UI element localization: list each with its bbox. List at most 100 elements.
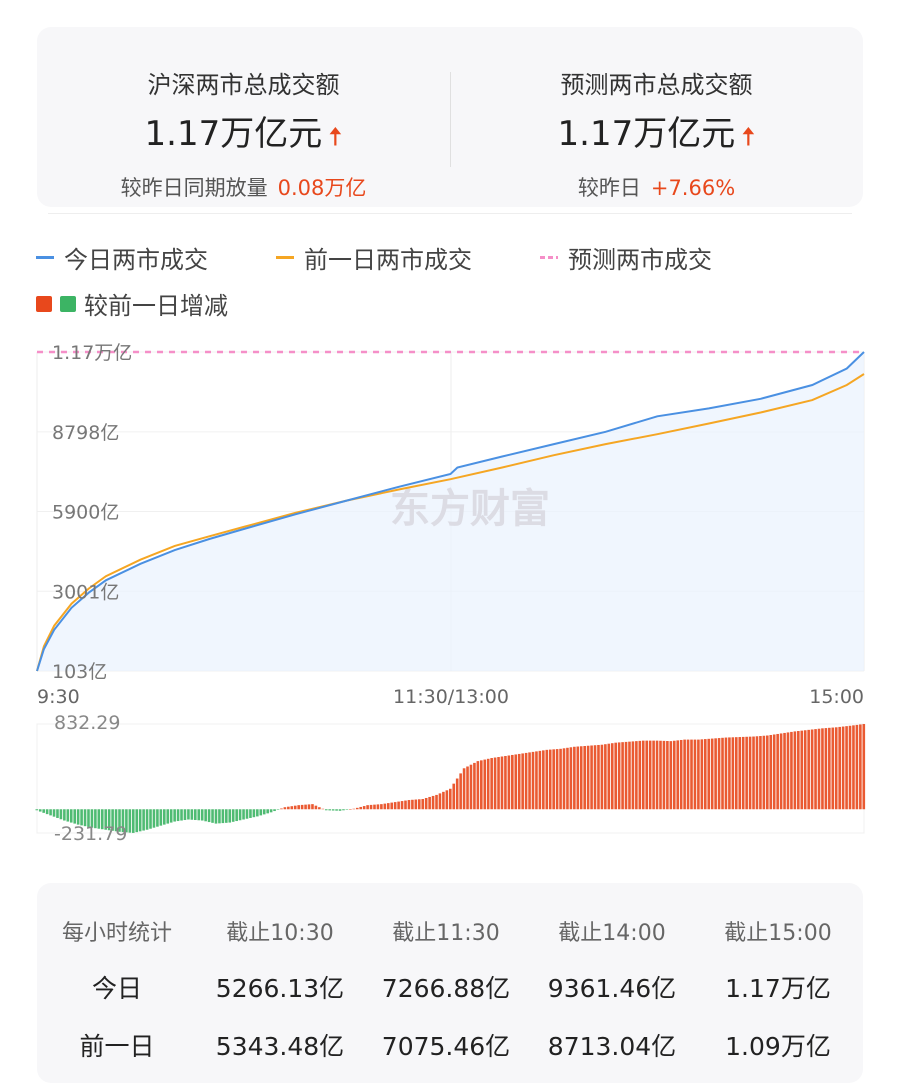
decrease-bar: [128, 809, 132, 833]
increase-bar: [414, 799, 418, 810]
total-value: 1.17万亿元: [144, 114, 323, 154]
decrease-bar: [100, 809, 104, 830]
increase-bar: [793, 731, 797, 810]
increase-bar: [755, 736, 759, 810]
increase-bar: [848, 725, 852, 810]
y-tick: 1.17万亿: [52, 342, 132, 364]
increase-bar: [638, 740, 642, 810]
decrease-bar: [142, 809, 145, 831]
increase-bar: [293, 805, 297, 810]
decrease-bar: [125, 809, 128, 833]
increase-bar: [855, 724, 859, 810]
increase-bar: [469, 764, 473, 810]
watermark: 东方财富: [390, 486, 550, 532]
total-title: 沪深两市总成交额: [147, 71, 340, 99]
increase-bar: [476, 761, 480, 810]
decrease-bar: [59, 809, 63, 820]
increase-bar: [859, 724, 862, 810]
increase-bar: [831, 727, 835, 810]
increase-bar: [810, 729, 814, 810]
increase-bar: [507, 755, 511, 810]
increase-bar: [586, 745, 590, 810]
decrease-bar: [156, 809, 159, 827]
table-row: 前一日 5343.48亿 7075.46亿 8713.04亿 1.09万亿: [37, 1027, 863, 1063]
increase-bar: [621, 742, 624, 810]
legend-today[interactable]: 今日两市成交: [36, 240, 208, 275]
increase-bar: [628, 741, 631, 810]
decrease-bar: [204, 809, 207, 822]
divider: [48, 213, 852, 214]
increase-bar: [600, 744, 604, 810]
increase-bar: [700, 739, 704, 810]
legend-yesterday[interactable]: 前一日两市成交: [276, 240, 472, 275]
increase-bar: [562, 748, 566, 810]
increase-bar: [459, 773, 462, 810]
decrease-bar: [73, 809, 77, 824]
increase-bar: [290, 806, 294, 810]
bar-y-min: -231.79: [54, 823, 127, 845]
decrease-bar: [121, 809, 125, 833]
increase-bar: [445, 790, 449, 810]
increase-bar: [776, 733, 779, 810]
increase-bar: [617, 742, 621, 810]
increase-bar: [597, 744, 600, 810]
increase-bar: [631, 741, 635, 810]
decrease-bar: [94, 809, 97, 829]
increase-bar: [738, 737, 742, 810]
table-row: 今日 5266.13亿 7266.88亿 9361.46亿 1.17万亿: [37, 969, 863, 1005]
increase-bar: [548, 749, 552, 810]
decrease-bar: [49, 809, 52, 816]
decrease-bar: [324, 809, 328, 811]
decrease-bar: [69, 809, 73, 823]
increase-bar: [679, 739, 683, 810]
y-tick: 3001亿: [52, 581, 119, 603]
increase-bar: [352, 808, 356, 810]
increase-bar: [610, 743, 614, 810]
increase-bar: [672, 740, 676, 810]
increase-bar: [552, 749, 555, 810]
increase-bar: [397, 801, 400, 810]
increase-bar: [349, 809, 352, 810]
legend-delta[interactable]: 较前一日增减: [36, 286, 228, 321]
increase-bar: [690, 739, 693, 810]
increase-bar: [728, 737, 731, 810]
decrease-bar: [262, 809, 266, 815]
decrease-bar: [183, 809, 187, 821]
decrease-bar: [114, 809, 118, 832]
increase-bar: [693, 739, 697, 810]
increase-bar: [697, 739, 700, 810]
decrease-bar: [221, 809, 225, 824]
legend-forecast[interactable]: 预测两市成交: [540, 240, 712, 275]
increase-bar: [604, 744, 607, 810]
increase-bar: [593, 745, 597, 810]
increase-bar: [759, 736, 762, 810]
decrease-bar: [238, 809, 242, 821]
decrease-bar: [173, 809, 176, 822]
y-tick: 103亿: [52, 661, 107, 683]
decrease-bar: [252, 809, 256, 818]
legend-label: 预测两市成交: [568, 246, 712, 274]
increase-bar: [483, 759, 487, 810]
increase-bar: [424, 797, 428, 810]
increase-bar: [559, 748, 562, 810]
increase-bar: [566, 747, 569, 810]
x-tick: 15:00: [809, 686, 864, 708]
increase-bar: [841, 726, 845, 810]
decrease-bar: [338, 809, 342, 811]
increase-bar: [821, 728, 824, 810]
increase-bar: [748, 736, 752, 810]
decrease-bar: [194, 809, 197, 821]
increase-bar: [297, 805, 300, 810]
increase-bar: [304, 804, 307, 810]
increase-bar: [452, 783, 456, 810]
today-area: [37, 352, 864, 671]
increase-bar: [721, 737, 724, 810]
decrease-bar: [104, 809, 108, 830]
cell: 7075.46亿: [381, 1032, 511, 1061]
increase-bar: [845, 726, 848, 810]
decrease-bar: [207, 809, 211, 823]
red-square-icon: [36, 295, 52, 312]
forecast-title: 预测两市总成交额: [560, 71, 753, 99]
header-cell: 截止11:30: [392, 921, 500, 946]
increase-bar: [607, 743, 611, 810]
